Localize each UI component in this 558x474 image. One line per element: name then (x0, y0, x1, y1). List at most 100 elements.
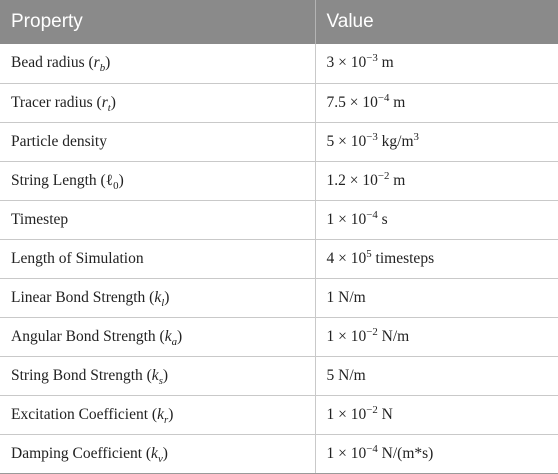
property-label: Particle density (11, 132, 107, 150)
property-label: String Bond Strength ( (11, 366, 152, 384)
property-cell: Bead radius (rb) (0, 44, 315, 84)
property-subscript: 0 (113, 179, 119, 192)
value-cell: 4 × 105 timesteps (314, 239, 558, 279)
value-unit: m (389, 93, 406, 111)
value-mantissa: 1.2 × 10 (326, 171, 378, 189)
property-label: Length of Simulation (11, 249, 144, 267)
property-tail: ) (162, 366, 169, 384)
property-cell: String Bond Strength (ks) (0, 356, 315, 396)
value-exponent: −2 (377, 169, 390, 182)
table-row: Linear Bond Strength (kl) 1 N/m (0, 278, 558, 318)
property-subscript: r (163, 413, 169, 426)
property-cell: Tracer radius (rt) (0, 83, 315, 123)
property-subscript: b (99, 62, 106, 75)
table-row: Tracer radius (rt) 7.5 × 10−4 m (0, 83, 558, 123)
property-subscript: t (107, 101, 111, 114)
property-label: String Length (ℓ (11, 171, 114, 189)
value-exponent: −3 (366, 52, 378, 65)
value-cell: 1 × 10−2 N (314, 395, 558, 435)
value-mantissa: 5 × 10 (326, 132, 367, 150)
value-unit: kg/m (377, 132, 414, 150)
property-label: Tracer radius ( (11, 93, 102, 111)
value-mantissa: 1 × 10 (326, 327, 367, 345)
value-mantissa: 4 × 10 (326, 249, 367, 267)
value-unit: N/(m*s) (377, 444, 434, 462)
property-tail: ) (168, 405, 174, 423)
property-label: Timestep (11, 210, 69, 228)
table-row: Angular Bond Strength (ka) 1 × 10−2 N/m (0, 317, 558, 357)
table-header-row: Property Value (0, 0, 558, 44)
value-mantissa: 1 × 10 (326, 210, 367, 228)
property-tail: ) (105, 54, 111, 72)
property-symbol: k (157, 405, 164, 423)
property-subscript: a (171, 335, 178, 348)
value-cell: 1 × 10−4 s (314, 200, 558, 240)
value-unit: timesteps (371, 249, 435, 267)
table-row: Excitation Coefficient (kr) 1 × 10−2 N (0, 395, 558, 435)
value-cell: 5 N/m (314, 356, 558, 396)
value-exponent: −4 (366, 208, 378, 221)
property-cell: String Length (ℓ0) (0, 161, 315, 201)
value-cell: 1.2 × 10−2 m (314, 161, 558, 201)
value-unit: m (377, 54, 394, 72)
table-row: String Bond Strength (ks) 5 N/m (0, 356, 558, 396)
value-unit: s (377, 210, 388, 228)
value-exponent: −3 (366, 130, 378, 143)
value-unit: 1 N/m (326, 288, 366, 306)
property-label: Bead radius ( (11, 54, 94, 72)
value-exponent: −4 (377, 91, 390, 104)
column-header-property: Property (0, 0, 315, 44)
value-exponent: −2 (366, 403, 378, 416)
property-cell: Damping Coefficient (kv) (0, 434, 315, 474)
property-tail: ) (162, 444, 168, 462)
property-cell: Particle density (0, 122, 315, 162)
property-symbol: k (151, 366, 159, 384)
table-row: Damping Coefficient (kv) 1 × 10−4 N/(m*s… (0, 434, 558, 474)
property-symbol: r (101, 93, 108, 111)
value-unit: 5 N/m (326, 366, 366, 384)
table-row: Timestep 1 × 10−4 s (0, 200, 558, 240)
property-tail: ) (164, 288, 170, 306)
property-cell: Angular Bond Strength (ka) (0, 317, 315, 357)
value-unit: N (377, 405, 393, 423)
property-subscript: l (161, 296, 165, 309)
property-label: Linear Bond Strength ( (11, 288, 155, 306)
value-exponent: 5 (366, 247, 372, 260)
table-row: Bead radius (rb) 3 × 10−3 m (0, 44, 558, 84)
property-symbol: k (164, 327, 172, 345)
property-subscript: s (158, 374, 163, 387)
value-cell: 5 × 10−3 kg/m3 (314, 122, 558, 162)
value-mantissa: 3 × 10 (326, 54, 367, 72)
table-row: Length of Simulation 4 × 105 timesteps (0, 239, 558, 279)
property-symbol: k (154, 288, 162, 306)
property-cell: Timestep (0, 200, 315, 240)
property-tail: ) (118, 171, 124, 189)
property-label: Damping Coefficient ( (11, 444, 152, 462)
value-unit: m (389, 171, 406, 189)
property-cell: Linear Bond Strength (kl) (0, 278, 315, 318)
property-symbol: r (93, 54, 100, 72)
value-cell: 1 × 10−4 N/(m*s) (314, 434, 558, 474)
property-tail: ) (177, 327, 183, 345)
value-unit-exponent: 3 (413, 130, 419, 143)
property-symbol: k (151, 444, 158, 462)
property-cell: Length of Simulation (0, 239, 315, 279)
property-subscript: v (157, 452, 163, 465)
table-row: Particle density 5 × 10−3 kg/m3 (0, 122, 558, 162)
value-exponent: −4 (366, 442, 378, 455)
table-body: Bead radius (rb) 3 × 10−3 m Tracer radiu… (0, 44, 558, 474)
value-cell: 1 × 10−2 N/m (314, 317, 558, 357)
property-label: Angular Bond Strength ( (11, 327, 165, 345)
table-row: String Length (ℓ0) 1.2 × 10−2 m (0, 161, 558, 201)
value-mantissa: 7.5 × 10 (326, 93, 378, 111)
property-cell: Excitation Coefficient (kr) (0, 395, 315, 435)
value-unit: N/m (377, 327, 410, 345)
property-label: Excitation Coefficient ( (11, 405, 158, 423)
column-header-value: Value (314, 0, 558, 44)
value-cell: 1 N/m (314, 278, 558, 318)
property-tail: ) (110, 93, 116, 111)
value-mantissa: 1 × 10 (326, 444, 367, 462)
value-cell: 3 × 10−3 m (314, 44, 558, 84)
value-exponent: −2 (366, 325, 378, 338)
